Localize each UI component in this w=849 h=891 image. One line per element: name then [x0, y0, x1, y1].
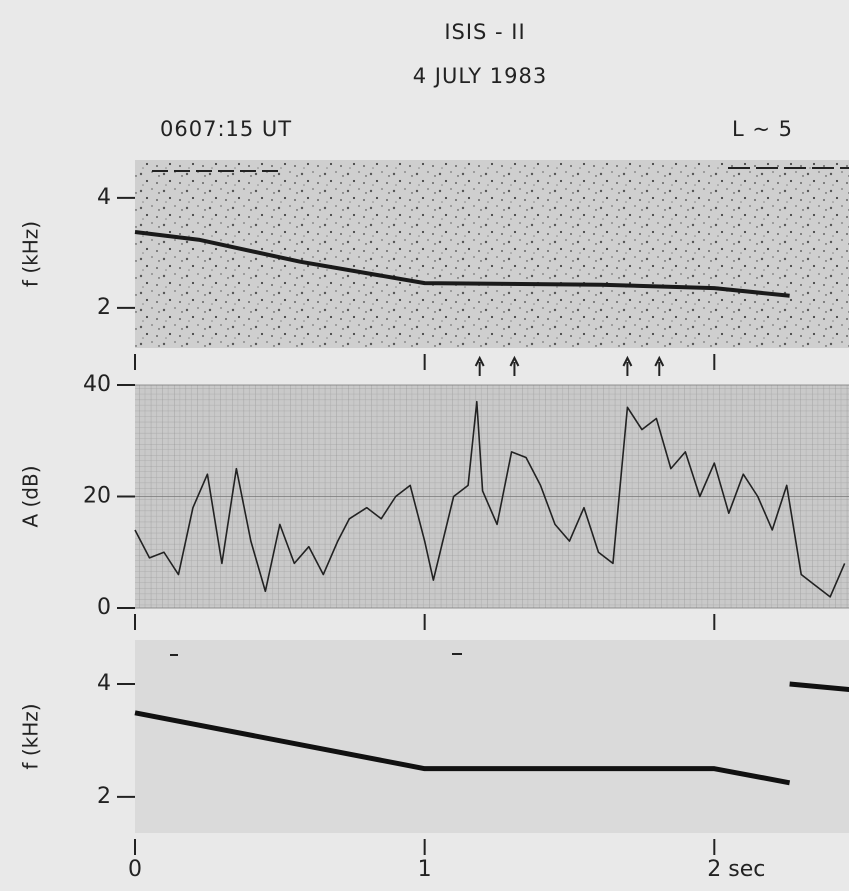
event-arrow	[654, 355, 665, 376]
data-line	[134, 681, 849, 786]
figure-date: 4 JULY 1983	[413, 64, 547, 88]
panel-background	[135, 160, 849, 348]
l-shell-label: L ~ 5	[732, 117, 793, 141]
x-tick-label: 1	[418, 857, 432, 882]
y-tick-label: 20	[83, 484, 111, 509]
y-tick-label: 4	[97, 185, 111, 210]
x-tick-label: 0	[128, 857, 142, 882]
y-axis-label: f (kHz)	[19, 221, 43, 287]
event-arrow	[474, 355, 485, 376]
y-tick-label: 0	[97, 595, 111, 620]
data-line	[134, 230, 790, 298]
y-axis-label: A (dB)	[19, 465, 43, 527]
time-label: 0607:15 UT	[160, 117, 292, 141]
panel-background	[135, 640, 849, 833]
event-arrow	[509, 355, 520, 376]
y-axis-label: f (kHz)	[19, 703, 43, 769]
data-line	[134, 400, 846, 598]
y-tick-label: 40	[83, 372, 111, 397]
x-tick-label: 2 sec	[707, 857, 765, 882]
y-tick-label: 2	[97, 784, 111, 809]
y-tick-label: 2	[97, 295, 111, 320]
event-arrow	[622, 355, 633, 376]
figure-title: ISIS - II	[444, 20, 525, 44]
y-tick-label: 4	[97, 671, 111, 696]
